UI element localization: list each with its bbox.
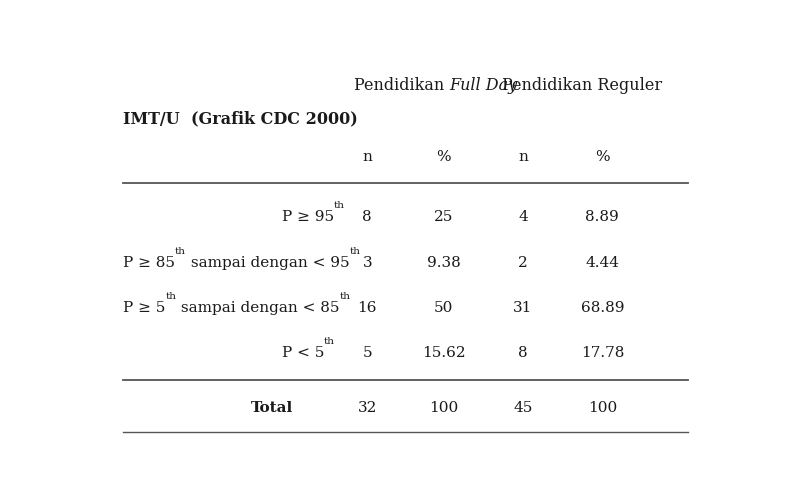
Text: sampai dengan < 95: sampai dengan < 95 [186,256,350,270]
Text: 16: 16 [358,301,377,315]
Text: 3: 3 [362,256,372,270]
Text: 32: 32 [358,401,377,415]
Text: Full Day: Full Day [449,77,517,94]
Text: 68.89: 68.89 [581,301,624,315]
Text: th: th [334,201,345,210]
Text: 9.38: 9.38 [426,256,460,270]
Text: 8.89: 8.89 [585,210,619,224]
Text: P ≥ 5: P ≥ 5 [123,301,165,315]
Text: sampai dengan < 85: sampai dengan < 85 [177,301,340,315]
Text: 17.78: 17.78 [581,346,624,360]
Text: 31: 31 [513,301,533,315]
Text: th: th [165,292,177,301]
Text: %: % [437,150,451,164]
Text: 8: 8 [519,346,528,360]
Text: th: th [324,337,335,346]
Text: th: th [350,247,361,256]
Text: %: % [595,150,610,164]
Text: 50: 50 [434,301,453,315]
Text: P ≥ 95: P ≥ 95 [282,210,334,224]
Text: 100: 100 [588,401,617,415]
Text: P < 5: P < 5 [282,346,324,360]
Text: IMT/U  (Grafik CDC 2000): IMT/U (Grafik CDC 2000) [123,111,358,128]
Text: 5: 5 [362,346,372,360]
Text: th: th [340,292,351,301]
Text: th: th [175,247,186,256]
Text: 4: 4 [518,210,528,224]
Text: n: n [362,150,372,164]
Text: Pendidikan Reguler: Pendidikan Reguler [502,77,662,94]
Text: 15.62: 15.62 [422,346,466,360]
Text: 100: 100 [429,401,458,415]
Text: 2: 2 [518,256,528,270]
Text: 25: 25 [434,210,453,224]
Text: n: n [518,150,528,164]
Text: Pendidikan: Pendidikan [354,77,449,94]
Text: 45: 45 [513,401,533,415]
Text: 4.44: 4.44 [585,256,619,270]
Text: 8: 8 [362,210,372,224]
Text: P ≥ 85: P ≥ 85 [123,256,175,270]
Text: Total: Total [251,401,293,415]
